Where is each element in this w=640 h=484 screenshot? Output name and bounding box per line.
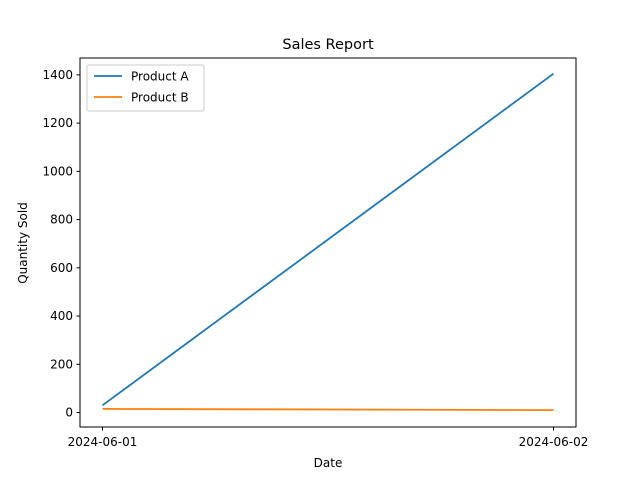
legend: Product A Product B	[86, 64, 205, 112]
y-tick-label: 1400	[42, 68, 73, 82]
x-axis-ticks: 2024-06-01 2024-06-02	[68, 427, 589, 449]
y-tick-label: 800	[50, 213, 73, 227]
y-tick-label: 400	[50, 309, 73, 323]
plot-area-frame	[79, 57, 577, 428]
x-tick-label: 2024-06-02	[519, 435, 589, 449]
y-axis-label: Quantity Sold	[16, 202, 30, 284]
legend-label: Product B	[131, 91, 189, 105]
series-layer	[101, 72, 555, 412]
x-axis-label: Date	[314, 456, 343, 470]
y-tick-label: 600	[50, 261, 73, 275]
y-axis-ticks: 0 200 400 600 800 1000 1200 1400	[42, 68, 80, 420]
y-tick-label: 1200	[42, 116, 73, 130]
chart-title: Sales Report	[282, 37, 374, 53]
series-line-product-a	[101, 72, 555, 407]
y-tick-label: 1000	[42, 164, 73, 178]
legend-label: Product A	[131, 70, 189, 84]
x-tick-label: 2024-06-01	[68, 435, 138, 449]
y-tick-label: 200	[50, 357, 73, 371]
series-line-product-b	[102, 408, 554, 412]
y-tick-label: 0	[65, 406, 73, 420]
